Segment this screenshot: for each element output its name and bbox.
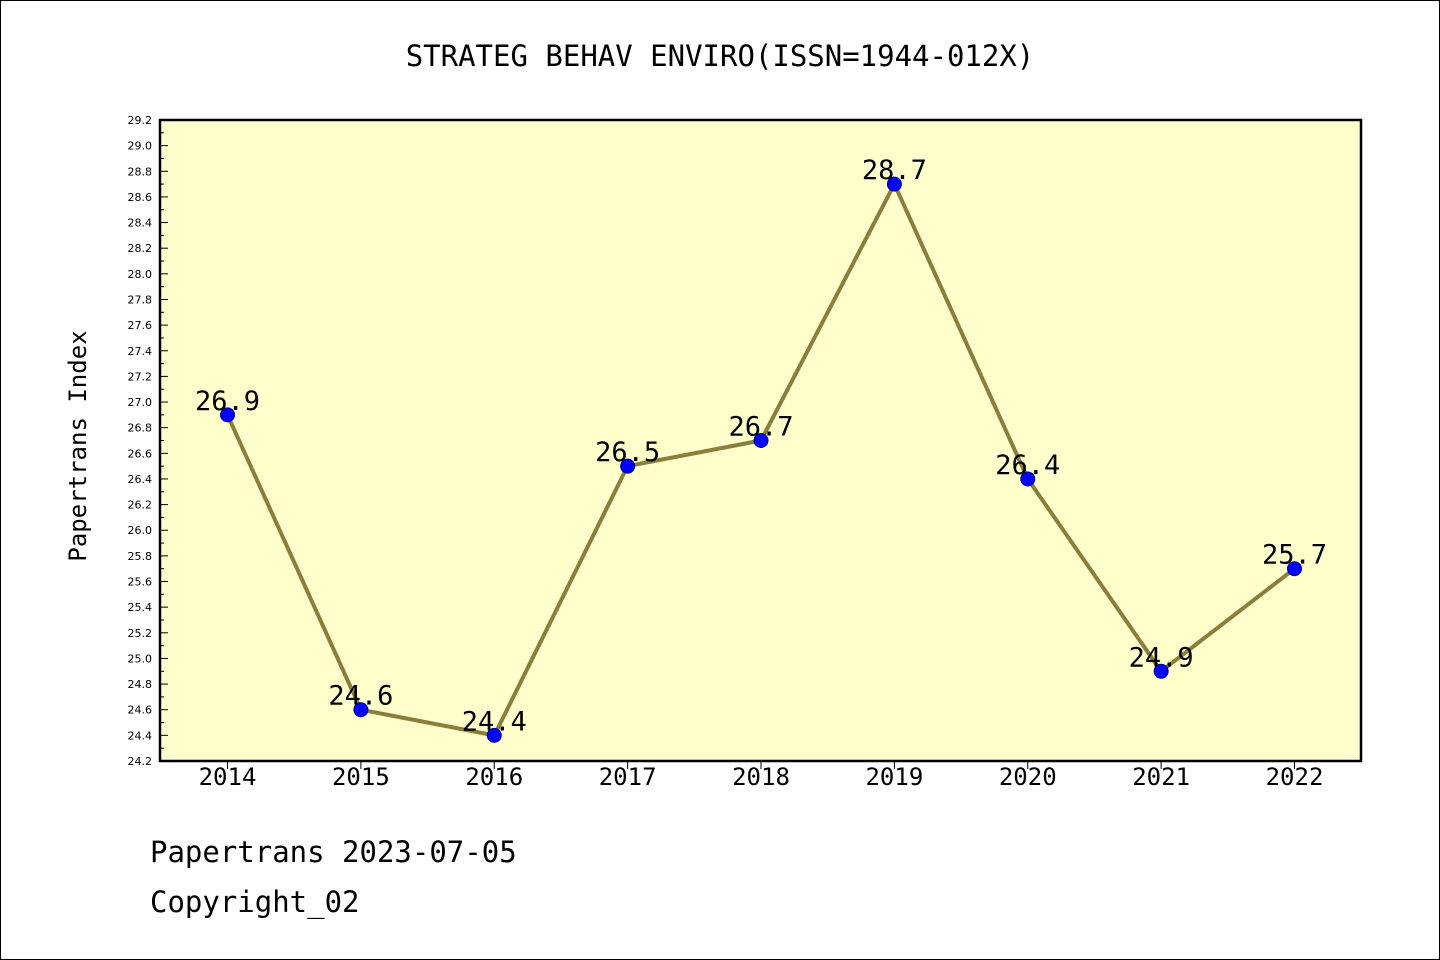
x-tick-label: 2016 — [465, 763, 523, 791]
y-tick-label: 26.8 — [128, 422, 153, 435]
y-tick-label: 29.0 — [128, 140, 153, 153]
data-label: 25.7 — [1262, 540, 1327, 571]
y-tick-label: 27.4 — [128, 345, 153, 358]
y-tick-label: 28.2 — [128, 242, 153, 255]
x-tick-label: 2017 — [599, 763, 657, 791]
y-tick-label: 26.2 — [128, 499, 153, 512]
data-label: 26.7 — [728, 412, 793, 443]
x-tick-label: 2022 — [1266, 763, 1324, 791]
data-point — [620, 458, 636, 474]
y-tick-label: 24.6 — [128, 704, 153, 717]
y-tick-label: 25.0 — [128, 652, 153, 665]
data-point — [353, 702, 369, 718]
y-tick-label: 26.6 — [128, 447, 153, 460]
y-tick-label: 24.2 — [128, 755, 153, 768]
y-tick-label: 25.4 — [128, 601, 153, 614]
x-tick-label: 2018 — [732, 763, 790, 791]
plot-border — [158, 118, 1363, 763]
y-tick-label: 27.6 — [128, 319, 153, 332]
y-tick-label: 28.8 — [128, 165, 153, 178]
x-tick-label: 2020 — [999, 763, 1057, 791]
data-label: 24.6 — [328, 681, 393, 712]
y-axis-label: Papertrans Index — [64, 330, 92, 561]
data-label: 28.7 — [862, 155, 927, 186]
data-label: 24.4 — [462, 706, 527, 737]
data-label: 24.9 — [1129, 642, 1194, 673]
y-tick-label: 28.4 — [128, 217, 153, 230]
footer-copyright: Copyright_02 — [150, 885, 360, 919]
x-tick-label: 2019 — [865, 763, 923, 791]
y-tick-label: 29.2 — [128, 114, 153, 127]
data-point — [753, 433, 769, 448]
data-point — [1153, 663, 1169, 679]
y-tick-label: 25.2 — [128, 627, 153, 640]
data-label: 26.4 — [995, 450, 1060, 481]
data-point — [486, 727, 502, 743]
y-tick-label: 28.6 — [128, 191, 153, 204]
data-label: 26.5 — [595, 437, 660, 468]
x-tick-label: 2014 — [199, 763, 257, 791]
x-tick-label: 2021 — [1132, 763, 1190, 791]
y-tick-label: 27.0 — [128, 396, 153, 409]
y-tick-label: 25.6 — [128, 576, 153, 589]
data-label: 26.9 — [195, 386, 260, 417]
y-tick-label: 24.4 — [128, 729, 153, 742]
data-point — [1020, 471, 1036, 487]
y-tick-label: 27.8 — [128, 293, 153, 306]
chart-title: STRATEG BEHAV ENVIRO(ISSN=1944-012X) — [406, 39, 1035, 73]
y-tick-label: 27.2 — [128, 370, 153, 383]
footer-date: Papertrans 2023-07-05 — [150, 835, 517, 869]
data-point — [1287, 561, 1302, 577]
data-point — [886, 176, 902, 192]
y-tick-label: 28.0 — [128, 268, 153, 281]
y-tick-label: 26.0 — [128, 524, 153, 537]
y-tick-label: 25.8 — [128, 550, 153, 563]
plot-area: 24.2 24.4 24.6 24.8 25.0 25.2 25.4 25.6 25.8 26.0… — [128, 114, 1363, 791]
y-tick-label: 26.4 — [128, 473, 153, 486]
data-point — [220, 407, 235, 423]
y-tick-label: 24.8 — [128, 678, 153, 691]
x-tick-label: 2015 — [332, 763, 390, 791]
